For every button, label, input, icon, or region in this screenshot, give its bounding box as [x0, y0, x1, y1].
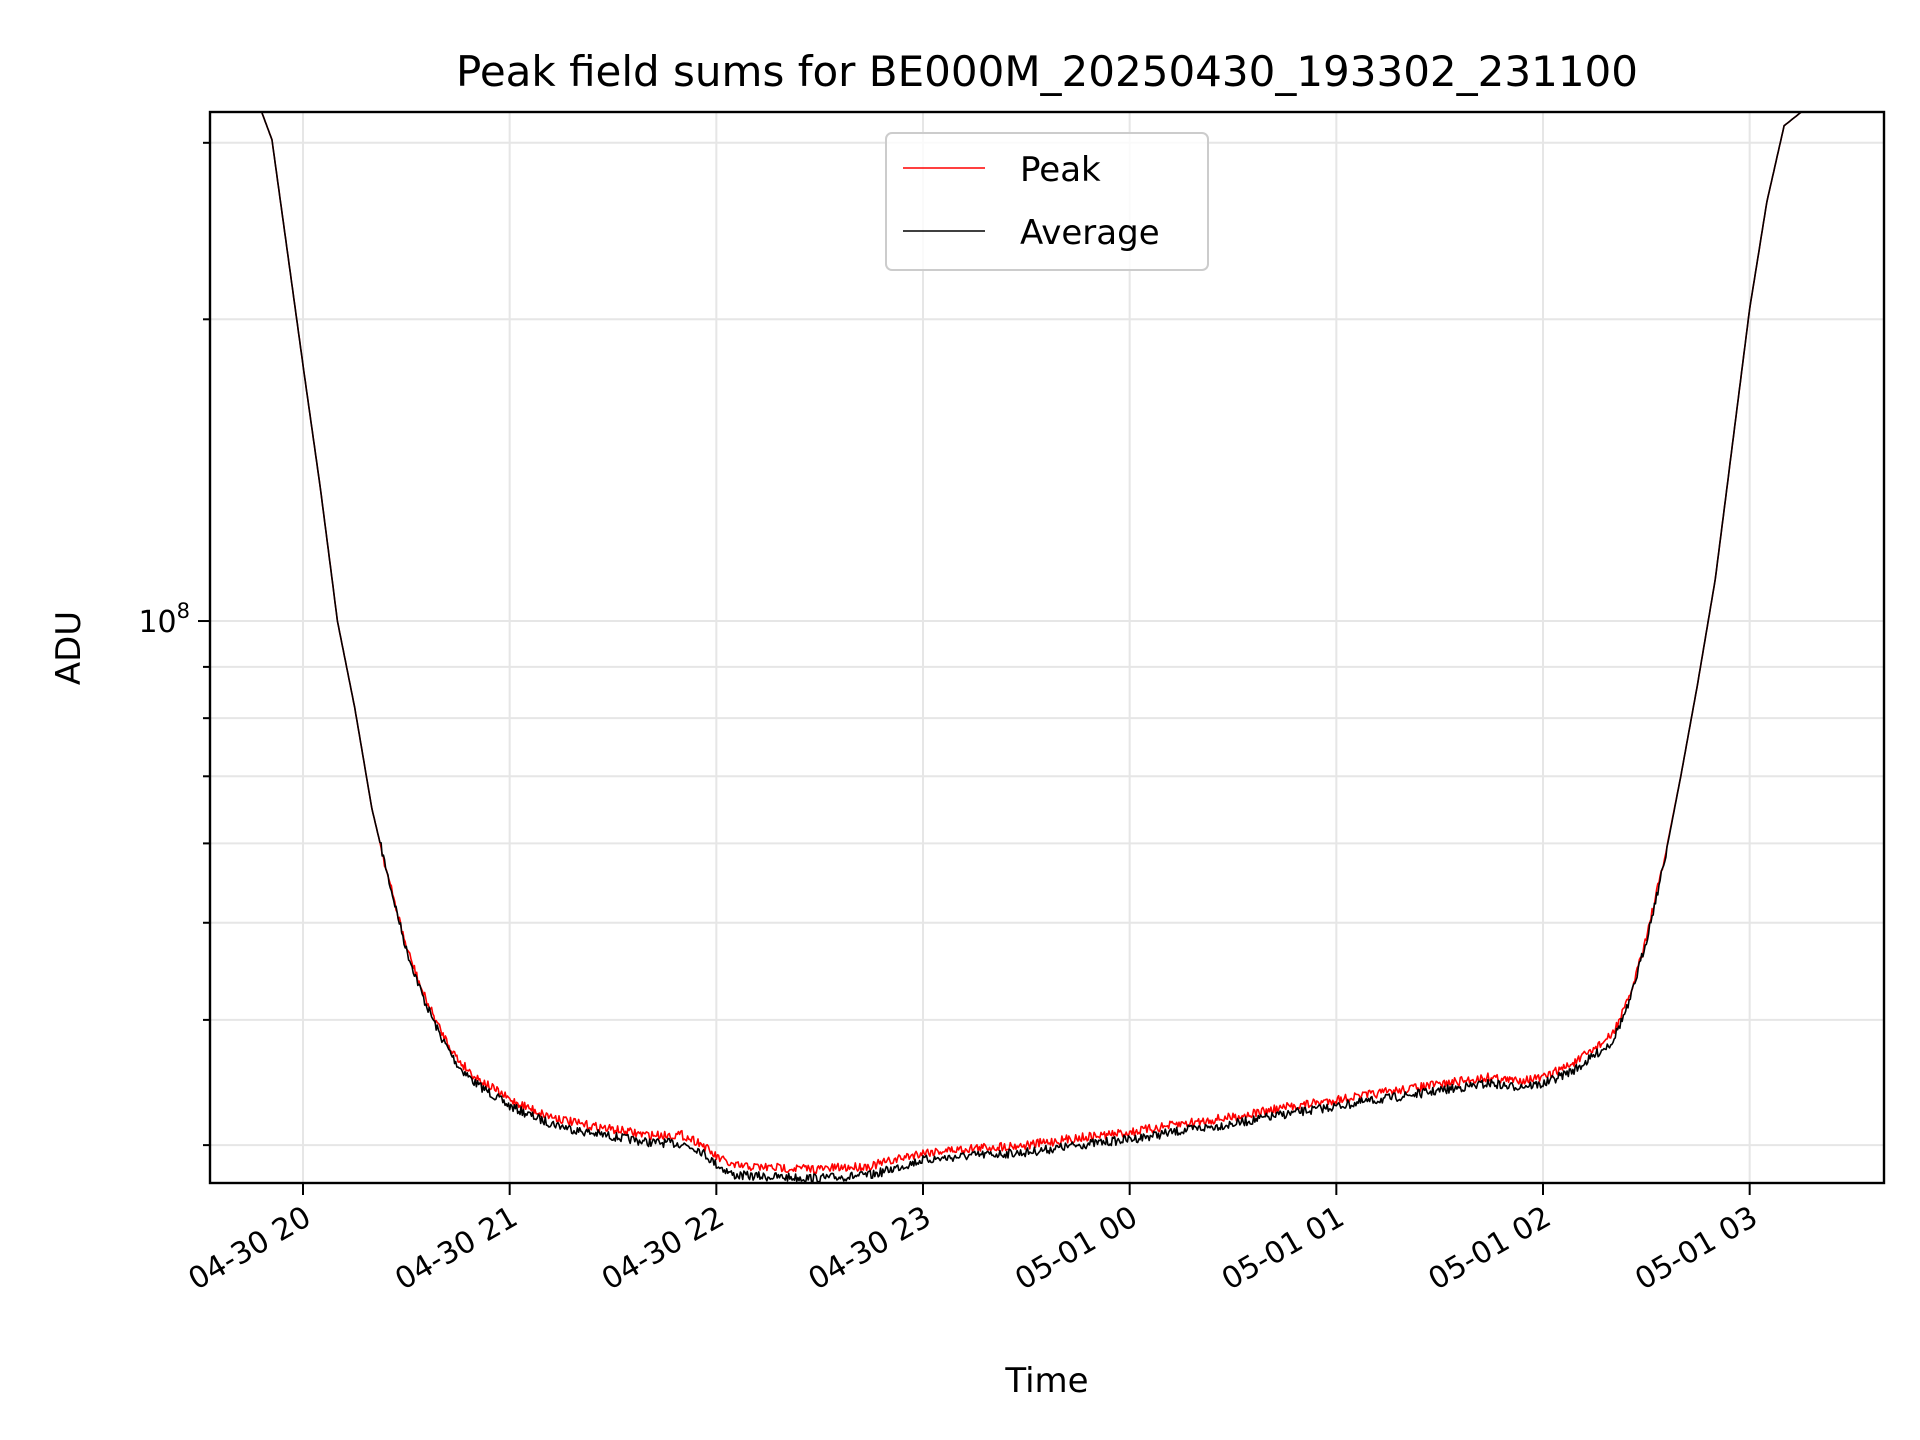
- y-axis-label: ADU: [49, 611, 89, 685]
- grid: [210, 112, 1884, 1183]
- plot-frame: [208, 110, 1886, 1185]
- legend-label-peak: Peak: [1020, 150, 1101, 190]
- series-line-peak: [210, 112, 1884, 1174]
- legend-label-average: Average: [1020, 213, 1160, 253]
- series-layer: [210, 112, 1884, 1183]
- legend: Peak Average: [885, 132, 1209, 271]
- chart-title: Peak field sums for BE000M_20250430_1933…: [456, 47, 1638, 96]
- x-axis-label: Time: [1004, 1361, 1088, 1401]
- series-line-average: [210, 112, 1884, 1183]
